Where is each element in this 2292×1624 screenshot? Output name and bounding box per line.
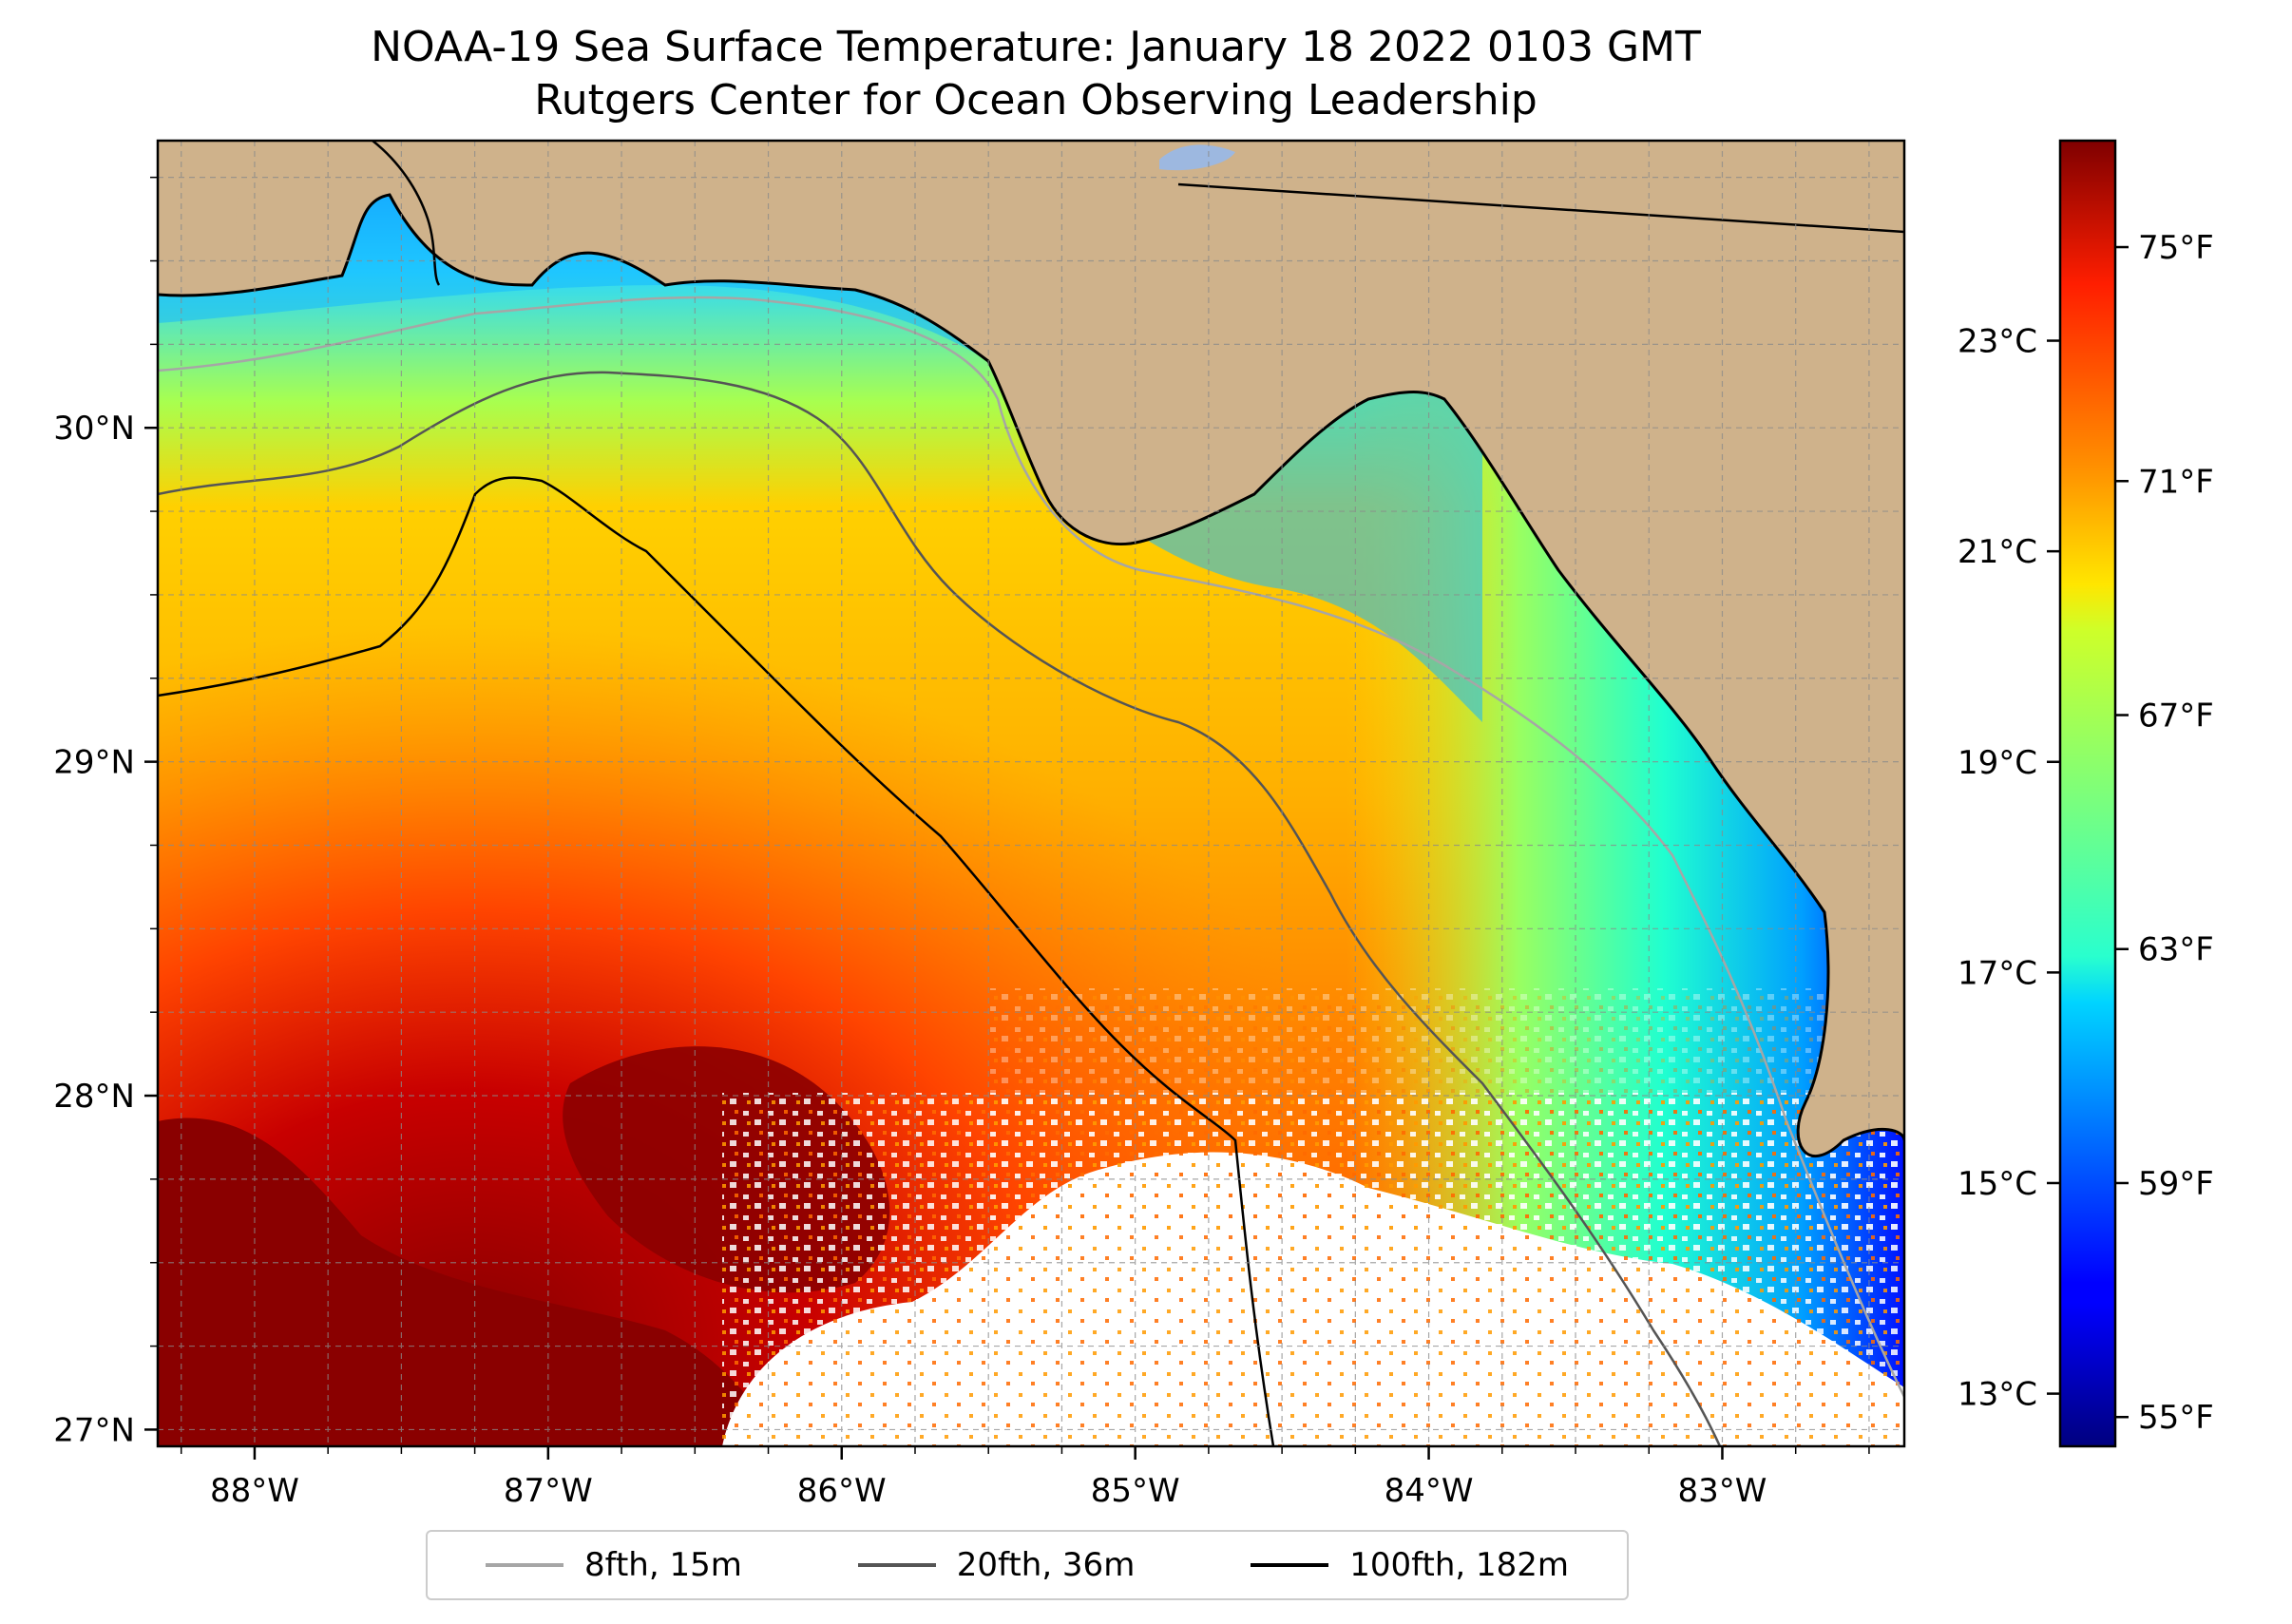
contour-100fth-182m xyxy=(158,476,1275,1446)
y-tick-label: 29°N xyxy=(53,744,135,782)
longitude-axis: 88°W 87°W 86°W 85°W 84°W 83°W xyxy=(180,1446,1870,1510)
deep-warm-water xyxy=(158,1118,779,1446)
state-border-fl-ga xyxy=(1177,182,1904,234)
lake-feature xyxy=(1159,144,1235,171)
x-tick-label: 88°W xyxy=(210,1472,299,1510)
latitude-axis: 30°N 29°N 28°N 27°N xyxy=(53,176,158,1449)
state-border-al-ms xyxy=(372,141,441,286)
contour-8fth-15m xyxy=(158,296,1904,1398)
x-tick-label: 87°W xyxy=(504,1472,593,1510)
fahrenheit-tick-label: 63°F xyxy=(2138,931,2214,969)
celsius-tick-label: 21°C xyxy=(1958,533,2037,571)
fahrenheit-tick-label: 59°F xyxy=(2138,1165,2214,1203)
legend-label-20fth: 20fth, 36m xyxy=(956,1546,1136,1584)
celsius-tick-label: 23°C xyxy=(1958,323,2037,361)
x-tick-label: 84°W xyxy=(1385,1472,1474,1510)
legend-swatch-8fth xyxy=(485,1563,563,1567)
x-tick-label: 83°W xyxy=(1678,1472,1767,1510)
colorbar-fahrenheit-axis: 55°F 59°F 63°F 67°F 71°F 75°F xyxy=(2115,229,2214,1437)
y-tick-label: 30°N xyxy=(53,410,135,448)
legend-item-100fth: 100fth, 182m xyxy=(1251,1546,1569,1584)
celsius-tick-label: 17°C xyxy=(1958,954,2037,992)
colorbar-celsius-axis: 13°C 15°C 17°C 19°C 21°C 23°C xyxy=(1958,323,2060,1414)
celsius-tick-label: 19°C xyxy=(1958,744,2037,782)
celsius-tick-label: 13°C xyxy=(1958,1376,2037,1414)
legend-swatch-100fth xyxy=(1251,1563,1329,1567)
map-title: NOAA-19 Sea Surface Temperature: January… xyxy=(371,23,1701,71)
legend-item-20fth: 20fth, 36m xyxy=(857,1546,1136,1584)
map-panel xyxy=(158,141,1904,1446)
legend-label-100fth: 100fth, 182m xyxy=(1349,1546,1570,1584)
x-tick-label: 85°W xyxy=(1091,1472,1180,1510)
y-tick-label: 27°N xyxy=(53,1411,135,1449)
coastline xyxy=(158,193,1904,1158)
map-subtitle: Rutgers Center for Ocean Observing Leade… xyxy=(534,76,1538,124)
legend-label-8fth: 8fth, 15m xyxy=(583,1546,742,1584)
fahrenheit-tick-label: 71°F xyxy=(2138,463,2214,501)
speckled-data-edge-north xyxy=(988,988,1904,1235)
fahrenheit-tick-label: 55°F xyxy=(2138,1399,2214,1437)
map-gridlines xyxy=(158,141,1904,1446)
x-tick-label: 86°W xyxy=(797,1472,887,1510)
map-frame xyxy=(156,139,1906,1448)
contour-legend: 8fth, 15m 20fth, 36m 100fth, 182m xyxy=(426,1530,1629,1600)
colorbar-gradient xyxy=(2060,141,2115,1446)
celsius-tick-label: 15°C xyxy=(1958,1165,2037,1203)
legend-item-8fth: 8fth, 15m xyxy=(485,1546,742,1584)
colorbar: 13°C 15°C 17°C 19°C 21°C 23°C 55°F 59°F 63°F 67°… xyxy=(1958,139,2214,1448)
mobile-bay-land xyxy=(235,162,281,285)
colorbar-frame xyxy=(2058,139,2117,1448)
legend-swatch-20fth xyxy=(857,1563,936,1567)
y-tick-label: 28°N xyxy=(53,1078,135,1116)
fahrenheit-tick-label: 67°F xyxy=(2138,697,2214,736)
land-mass xyxy=(158,141,1904,1156)
contour-20fth-36m xyxy=(158,371,1722,1446)
fahrenheit-tick-label: 75°F xyxy=(2138,229,2214,267)
